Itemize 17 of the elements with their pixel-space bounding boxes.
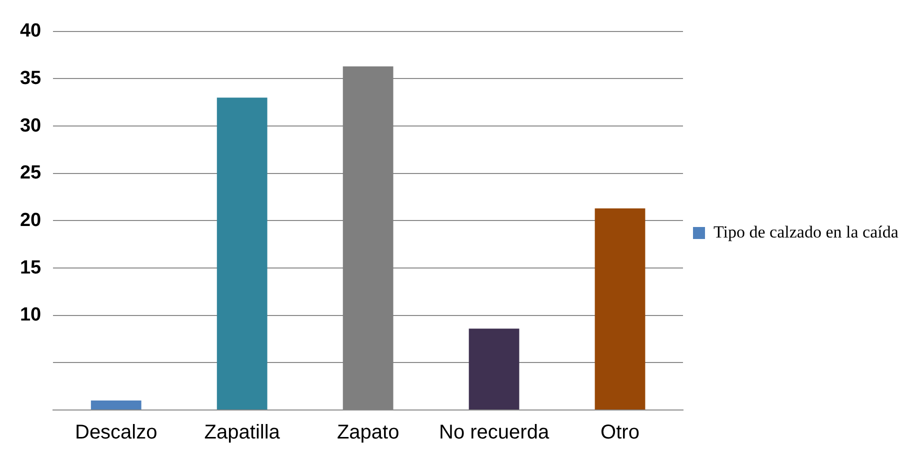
y-tick-label: 25: [20, 162, 42, 184]
y-tick-label: 20: [20, 210, 42, 231]
x-tick-label: No recuerda: [439, 422, 550, 444]
y-tick-label: 15: [20, 257, 42, 278]
bar: [216, 98, 268, 410]
x-tick-label: Descalzo: [74, 422, 158, 444]
bar: [468, 328, 520, 410]
y-tick-label: 40: [20, 20, 42, 42]
y-tick-label: 35: [20, 68, 42, 89]
bar: [594, 208, 646, 410]
legend-label: Tipo de calzado en la caída: [714, 222, 899, 242]
y-tick-label: 10: [20, 304, 42, 326]
x-tick-label: Otro: [600, 422, 640, 444]
bar: [90, 400, 142, 410]
x-tick-label: Zapato: [336, 422, 400, 444]
y-tick-label: 30: [20, 115, 42, 136]
x-tick-label: Zapatilla: [204, 422, 281, 444]
